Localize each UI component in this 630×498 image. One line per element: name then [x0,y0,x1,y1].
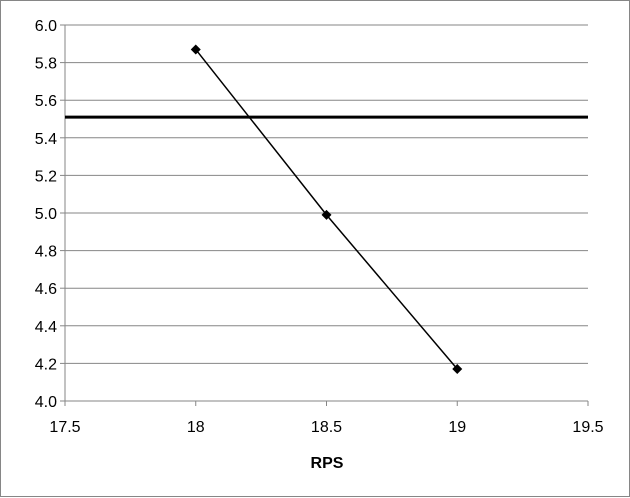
x-axis-title: RPS [311,455,344,472]
data-point-diamond [321,209,332,220]
y-tick-label: 4.2 [35,356,57,373]
y-tick-label: 4.8 [35,244,57,261]
axes [60,24,589,406]
y-tick-label: 5.2 [35,168,57,185]
y-tick-label: 4.0 [35,394,57,411]
x-tick-label: 18.5 [311,419,342,436]
x-tick-label: 19 [448,419,466,436]
x-tick-label: 19.5 [572,419,603,436]
x-tick-label: 18 [187,419,205,436]
y-tick-label: 6.0 [35,18,57,35]
y-tick-labels: 4.0 4.2 4.4 4.6 4.8 5.0 5.2 5.4 5.6 5.8 6.0 [35,18,57,411]
series [190,44,463,375]
x-tick-label: 17.5 [49,419,80,436]
data-point-diamond [452,364,463,375]
gridlines [65,24,588,364]
y-tick-label: 5.8 [35,56,57,73]
series-line [195,48,458,370]
y-tick-label: 5.0 [35,206,57,223]
y-tick-label: 5.6 [35,93,57,110]
data-point-diamond [190,44,201,55]
x-tick-labels: 17.5 18 18.5 19 19.5 [49,419,603,436]
y-tick-label: 5.4 [35,131,57,148]
y-tick-label: 4.4 [35,319,57,336]
y-tick-label: 4.6 [35,281,57,298]
